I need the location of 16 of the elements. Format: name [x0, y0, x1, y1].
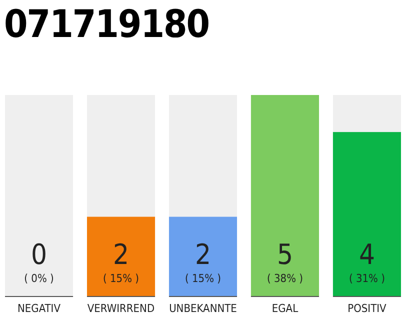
annotation: 4: [358, 238, 375, 271]
data-label: ( 31% ): [348, 272, 386, 285]
data-label: ( 38% ): [266, 272, 304, 285]
annotation: ( 0% ): [24, 272, 54, 285]
annotation: 2: [112, 238, 130, 271]
annotation: 5: [276, 238, 294, 271]
chart-title: 071719180: [4, 2, 210, 46]
x-tick-label: UNBEKANNTE: [169, 302, 237, 315]
x-tick-label: VERWIRREND: [87, 302, 155, 315]
x-tick-label: NEGATIV: [18, 302, 61, 315]
x-tick-label: EGAL: [272, 302, 299, 315]
annotation: 2: [194, 238, 212, 271]
data-label: ( 15% ): [184, 272, 222, 285]
x-tick-label: POSITIV: [348, 302, 387, 315]
annotation: 0: [31, 238, 48, 271]
data-label: ( 15% ): [103, 272, 140, 285]
